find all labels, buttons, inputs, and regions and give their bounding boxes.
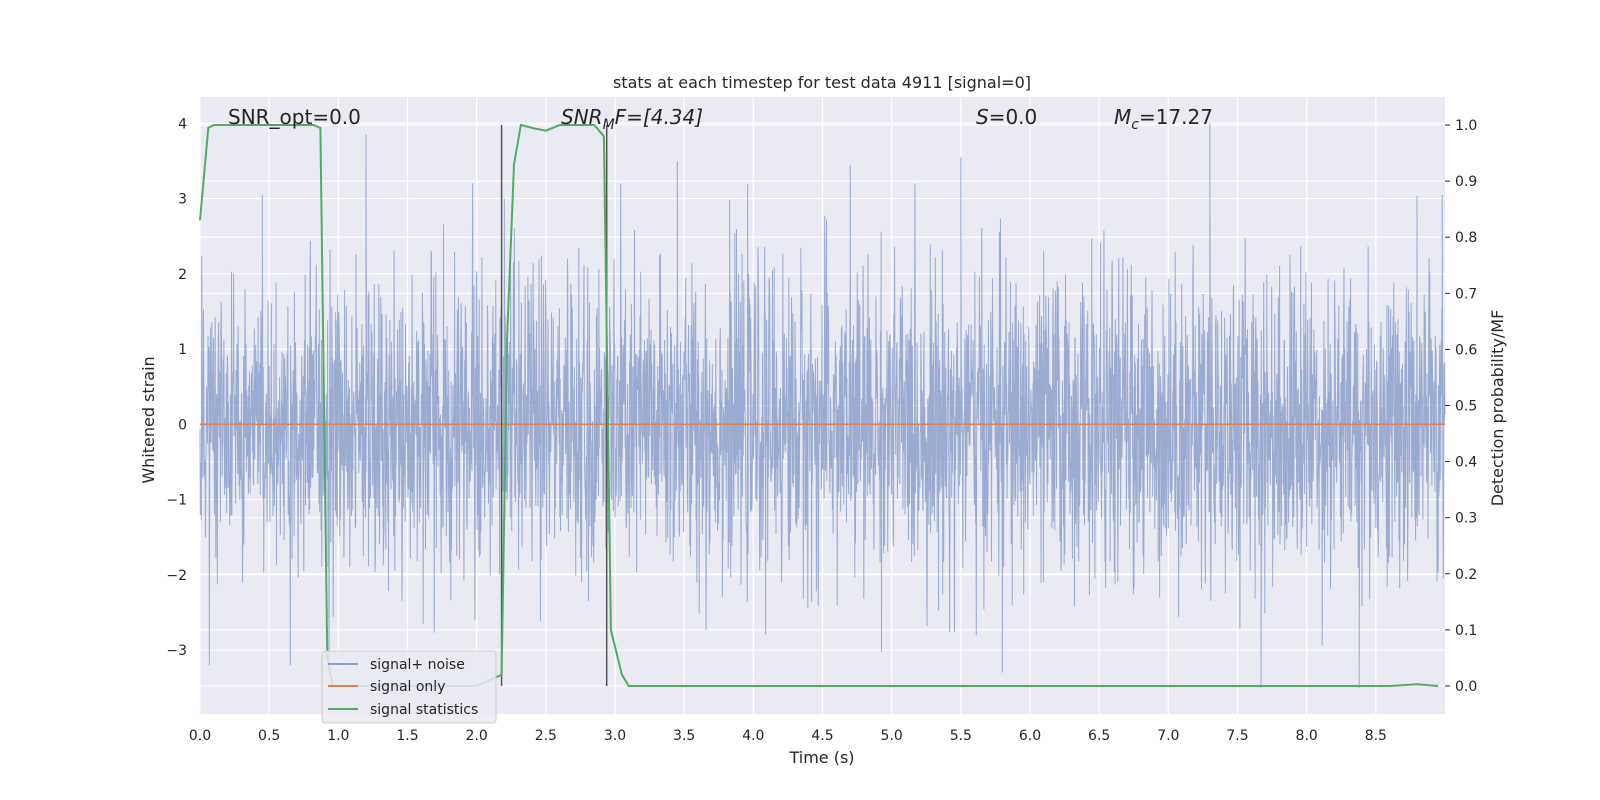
snr-mf-main: SNR — [561, 105, 603, 129]
x-tick-label: 6.0 — [1019, 728, 1041, 744]
x-tick-label: 2.0 — [466, 728, 488, 744]
y-tick-label: 4 — [178, 116, 187, 132]
y-tick-label: 1 — [178, 342, 187, 358]
y-tick-label: −1 — [166, 493, 187, 509]
x-tick-label: 8.5 — [1365, 728, 1387, 744]
y-tick-label: 0 — [178, 417, 187, 433]
y-tick-label-right: 1.0 — [1455, 118, 1477, 134]
y-tick-label-right: 0.9 — [1455, 174, 1477, 190]
x-tick-label: 3.0 — [604, 728, 626, 744]
mc-sub: c — [1131, 117, 1139, 133]
y-tick-label-right: 0.6 — [1455, 342, 1477, 358]
y-tick-label-right: 0.7 — [1455, 286, 1477, 302]
series-signal-noise — [199, 123, 1446, 688]
x-tick-label: 0.5 — [258, 728, 280, 744]
x-tick-label: 4.5 — [811, 728, 833, 744]
y-axis-label: Whitened strain — [139, 356, 158, 483]
x-tick-label: 2.5 — [535, 728, 557, 744]
y-tick-label: 2 — [178, 267, 187, 283]
y-tick-label-right: 0.2 — [1455, 567, 1477, 583]
y-tick-label-right: 0.1 — [1455, 623, 1477, 639]
snr-mf-rest: F=[4.34] — [615, 105, 703, 129]
y-ticks-left: 4 3 2 1 0 −1 −2 −3 — [166, 116, 187, 659]
s-main: S — [976, 105, 989, 129]
snr-opt-annotation: SNR_opt=0.0 — [228, 105, 361, 129]
x-ticks: 0.0 0.5 1.0 1.5 2.0 2.5 3.0 3.5 4.0 4.5 5.0 5.5 6.0 6… — [189, 728, 1387, 744]
x-tick-label: 1.0 — [327, 728, 349, 744]
legend-label-noise: signal+ noise — [370, 657, 465, 673]
vertical-marker-group — [500, 125, 608, 686]
x-tick-label: 7.0 — [1157, 728, 1179, 744]
snr-mf-sub: M — [603, 117, 615, 133]
noise-series-group — [199, 123, 1446, 688]
legend: signal+ noise signal only signal statist… — [321, 650, 497, 724]
y-tick-label-right: 0.8 — [1455, 230, 1477, 246]
mc-rest: =17.27 — [1139, 105, 1213, 129]
y-tick-label: −2 — [166, 568, 187, 584]
y-tick-label-right: 0.0 — [1455, 679, 1477, 695]
x-tick-label: 1.5 — [396, 728, 418, 744]
snr-mf-annotation: SNRMF=[4.34] — [561, 105, 703, 133]
mc-main: M — [1114, 105, 1131, 129]
chart-title: stats at each timestep for test data 491… — [613, 73, 1031, 92]
y-tick-label: −3 — [166, 643, 187, 659]
y-ticks-right: 1.0 0.9 0.8 0.7 0.6 0.5 0.4 0.3 0.2 0.1 0.0 — [1445, 118, 1477, 695]
statistics-series-group — [199, 123, 1439, 687]
y-tick-label-right: 0.3 — [1455, 511, 1477, 527]
y-tick-label-right: 0.4 — [1455, 455, 1477, 471]
legend-box — [321, 650, 497, 724]
series-signal-statistics — [199, 123, 1439, 687]
x-tick-label: 7.5 — [1226, 728, 1248, 744]
s-rest: =0.0 — [989, 105, 1038, 129]
mc-annotation: Mc=17.27 — [1114, 105, 1213, 133]
legend-label-statistics: signal statistics — [370, 702, 478, 718]
x-tick-label: 8.0 — [1296, 728, 1318, 744]
y-tick-label-right: 0.5 — [1455, 399, 1477, 415]
y-axis-label-right: Detection probability/MF — [1488, 310, 1507, 507]
x-tick-label: 5.5 — [950, 728, 972, 744]
x-axis-label: Time (s) — [788, 748, 854, 767]
x-tick-label: 0.0 — [189, 728, 211, 744]
y-tick-label: 3 — [178, 192, 187, 208]
x-tick-label: 6.5 — [1088, 728, 1110, 744]
x-tick-label: 5.0 — [881, 728, 903, 744]
x-tick-label: 4.0 — [742, 728, 764, 744]
s-annotation: S=0.0 — [976, 105, 1037, 129]
x-tick-label: 3.5 — [673, 728, 695, 744]
legend-label-signal: signal only — [370, 679, 445, 695]
